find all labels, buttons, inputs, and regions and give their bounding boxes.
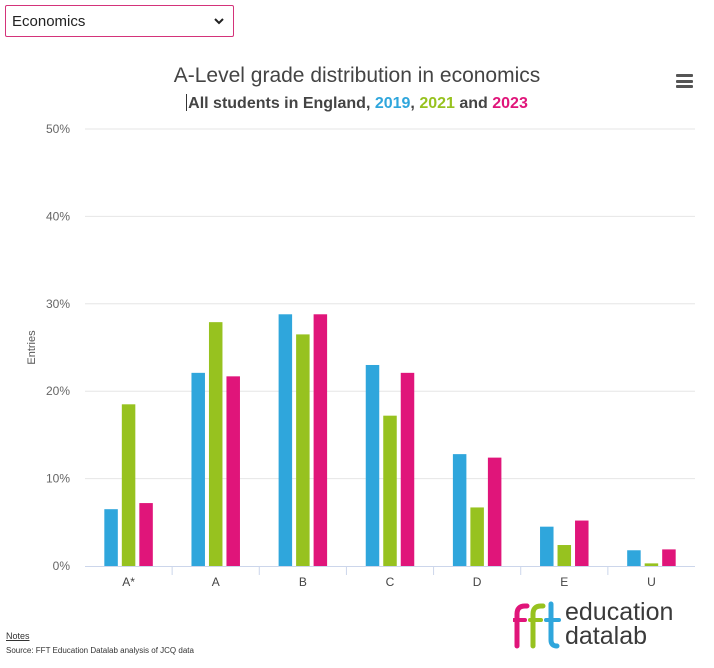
bar[interactable] — [470, 507, 484, 566]
y-tick-label: 30% — [46, 297, 70, 311]
y-tick-label: 20% — [46, 384, 70, 398]
subtitle-year-2021: 2021 — [419, 95, 455, 112]
bar[interactable] — [365, 364, 380, 566]
x-tick-label: A* — [122, 575, 135, 589]
subtitle-sep-1: , — [410, 95, 420, 112]
bar[interactable] — [139, 503, 153, 566]
bar[interactable] — [557, 545, 572, 566]
fft-logo: education datalab — [512, 598, 703, 650]
x-tick-label: B — [299, 575, 307, 589]
bar[interactable] — [400, 372, 415, 566]
x-tick-label: C — [386, 575, 395, 589]
subtitle-year-2023: 2023 — [492, 95, 528, 112]
bar[interactable] — [104, 509, 118, 566]
bar[interactable] — [487, 457, 502, 566]
subtitle-prefix: All students in England, — [188, 95, 375, 112]
text-cursor — [186, 94, 188, 111]
bar[interactable] — [627, 550, 641, 566]
bar[interactable] — [278, 314, 293, 566]
y-tick-label: 10% — [46, 472, 70, 486]
bar[interactable] — [226, 376, 240, 566]
subject-select[interactable]: Economics — [5, 5, 234, 37]
bar-chart: 0% 10% 20% 30% 40% 50% Entries A* A B C D E U — [26, 122, 695, 589]
x-tick-label: E — [560, 575, 568, 589]
x-tick-label: A — [212, 575, 220, 589]
bar[interactable] — [296, 334, 310, 566]
subject-select-value: Economics — [12, 12, 86, 30]
bar[interactable] — [121, 404, 136, 566]
logo-text-education: education — [565, 598, 674, 626]
x-tick-label: D — [473, 575, 482, 589]
logo-text-datalab: datalab — [565, 622, 648, 650]
chart-title: A-Level grade distribution in economics — [173, 64, 541, 87]
y-tick-label: 0% — [53, 559, 71, 573]
y-axis-title: Entries — [26, 330, 38, 365]
bar[interactable] — [575, 520, 589, 566]
bar[interactable] — [208, 322, 223, 566]
bar[interactable] — [662, 549, 676, 566]
bar[interactable] — [540, 526, 554, 566]
fft-logo-mark-icon — [512, 601, 561, 649]
x-tick-label: U — [647, 575, 656, 589]
notes-link[interactable]: Notes — [6, 631, 30, 641]
bar[interactable] — [644, 563, 659, 566]
y-tick-label: 40% — [46, 209, 70, 223]
chart-menu-icon[interactable] — [676, 74, 693, 88]
subtitle-year-2019: 2019 — [374, 95, 411, 112]
bar[interactable] — [383, 415, 397, 566]
chart-subtitle: All students in England, 2019, 2021 and … — [0, 94, 714, 113]
bar[interactable] — [452, 454, 467, 566]
source-text: Source: FFT Education Datalab analysis o… — [6, 646, 194, 655]
bar[interactable] — [313, 314, 328, 566]
bar[interactable] — [191, 372, 205, 566]
chevron-down-icon — [214, 18, 224, 25]
subtitle-sep-2: and — [454, 95, 493, 112]
y-tick-label: 50% — [46, 122, 70, 136]
